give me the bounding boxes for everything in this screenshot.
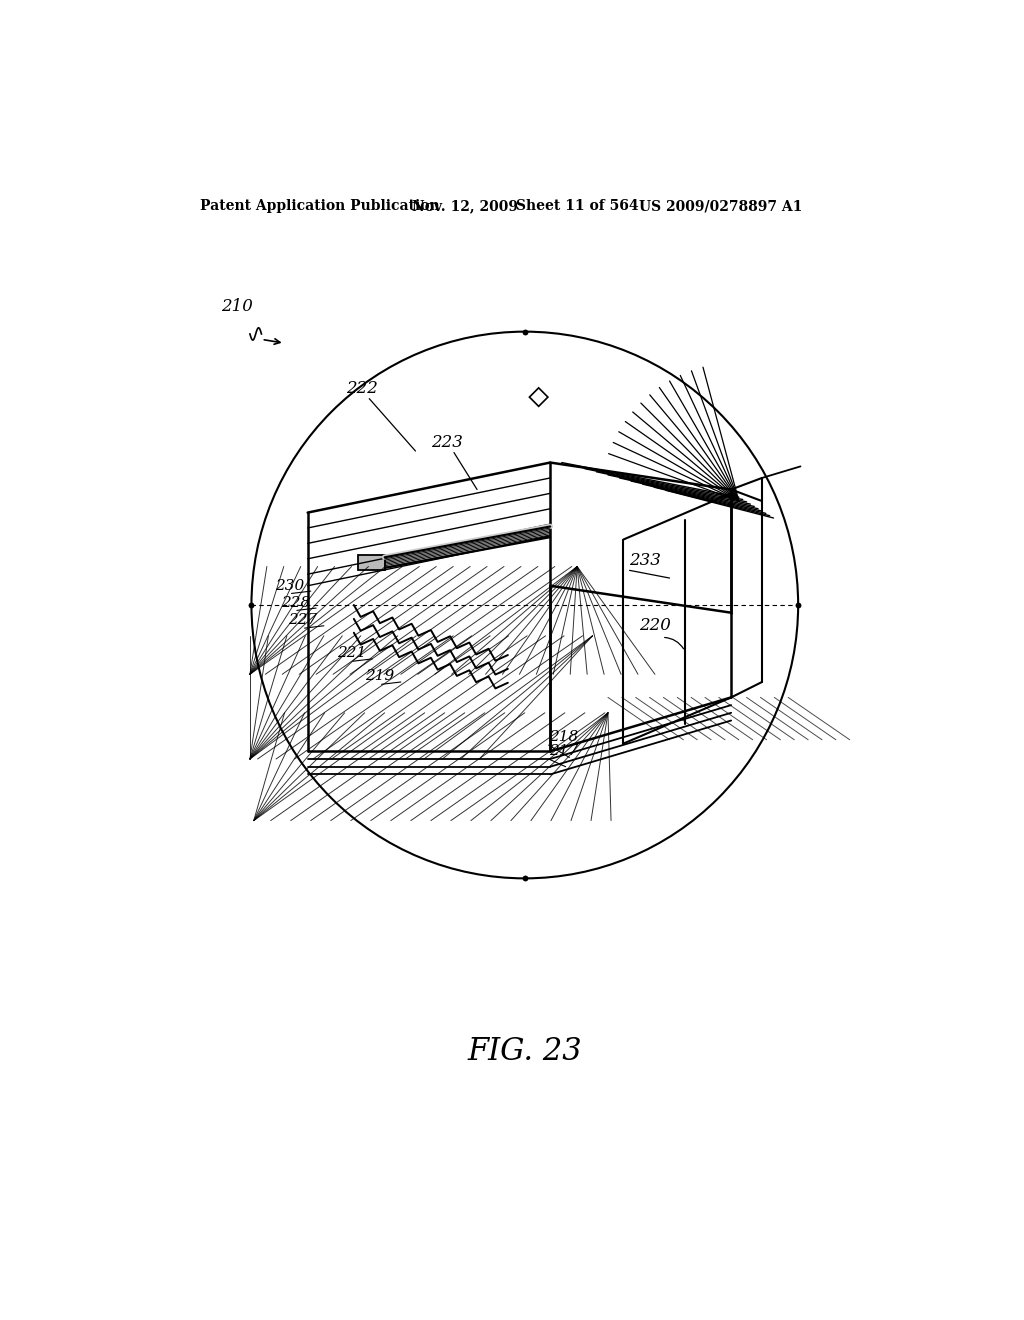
Text: 219: 219: [366, 669, 394, 684]
Text: 230: 230: [275, 578, 304, 593]
Text: 210: 210: [221, 298, 253, 315]
Text: FIG. 23: FIG. 23: [468, 1036, 582, 1067]
FancyBboxPatch shape: [357, 554, 385, 570]
Text: 227: 227: [289, 614, 317, 627]
Text: 222: 222: [346, 380, 378, 397]
Text: 218: 218: [549, 730, 578, 744]
Text: Nov. 12, 2009: Nov. 12, 2009: [412, 199, 517, 213]
Text: 223: 223: [431, 434, 463, 451]
Text: Sheet 11 of 564: Sheet 11 of 564: [515, 199, 638, 213]
Text: 217: 217: [549, 744, 578, 758]
Text: Patent Application Publication: Patent Application Publication: [200, 199, 439, 213]
Text: 233: 233: [630, 552, 662, 569]
Text: 221: 221: [337, 647, 367, 660]
Text: 228: 228: [281, 595, 310, 610]
Text: US 2009/0278897 A1: US 2009/0278897 A1: [639, 199, 802, 213]
Text: 220: 220: [639, 616, 671, 634]
